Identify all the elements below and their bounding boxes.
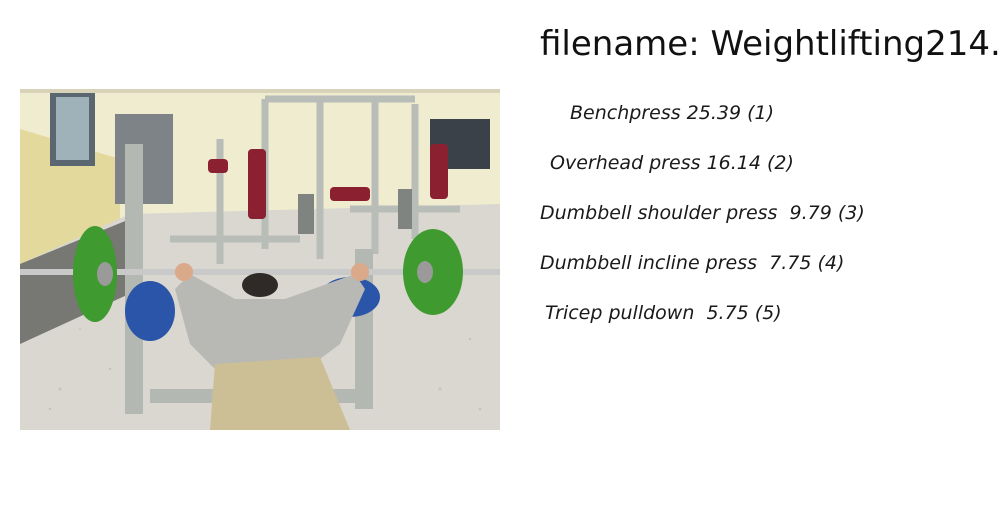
prediction-item-1: Benchpress 25.39 (1) <box>570 102 774 124</box>
prediction-item-3: Dumbbell shoulder press 9.79 (3) <box>540 202 865 224</box>
prediction-item-4: Dumbbell incline press 7.75 (4) <box>540 252 845 274</box>
filename-label: filename: Weightlifting214.jpg <box>540 24 1000 64</box>
gym-bench-press-photo <box>20 89 500 430</box>
prediction-item-2: Overhead press 16.14 (2) <box>550 152 794 174</box>
prediction-item-5: Tricep pulldown 5.75 (5) <box>545 302 782 324</box>
